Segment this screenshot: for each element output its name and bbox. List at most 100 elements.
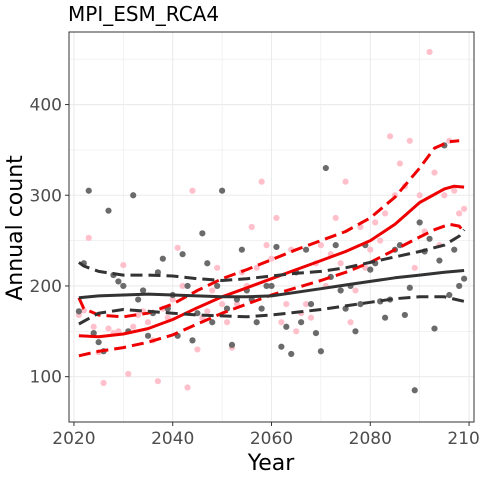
data-point: [258, 305, 265, 312]
data-point: [312, 330, 320, 337]
data-point: [357, 300, 364, 308]
data-point: [100, 379, 107, 387]
data-point: [273, 243, 280, 251]
data-point: [451, 246, 458, 253]
y-axis-label: Annual count: [3, 155, 28, 301]
data-point: [135, 296, 142, 303]
data-point: [283, 323, 290, 330]
data-point: [372, 219, 379, 226]
data-point: [451, 187, 458, 194]
data-point: [302, 246, 310, 253]
x-tick-label: 2040: [151, 429, 194, 449]
data-point: [268, 282, 275, 290]
data-point: [125, 370, 132, 378]
trend-lines: [77, 139, 466, 358]
x-tick-label: 2100: [447, 429, 480, 449]
data-point: [431, 169, 438, 176]
trend-line: [78, 269, 465, 300]
data-point: [406, 284, 413, 291]
x-tick-label: 2080: [349, 429, 392, 449]
data-point: [184, 282, 191, 290]
data-point: [317, 242, 324, 249]
data-point: [263, 282, 270, 290]
data-point: [105, 207, 112, 214]
data-point: [253, 319, 260, 326]
data-point: [209, 287, 216, 294]
data-point: [258, 178, 265, 185]
data-point: [154, 269, 162, 276]
data-point: [352, 287, 359, 294]
data-point: [367, 246, 374, 253]
data-point: [179, 282, 186, 290]
data-point: [416, 219, 423, 226]
data-points: [75, 48, 468, 394]
data-point: [115, 278, 122, 285]
data-point: [278, 343, 285, 350]
data-point: [347, 319, 354, 326]
data-point: [317, 348, 324, 355]
data-point: [278, 319, 285, 326]
data-point: [194, 310, 201, 317]
data-point: [85, 234, 92, 241]
data-point: [396, 242, 404, 249]
data-point: [342, 178, 349, 185]
x-axis: 2020 2040 2060 2080 2100: [52, 422, 480, 449]
data-point: [377, 237, 384, 244]
data-point: [174, 244, 181, 251]
data-point: [75, 308, 82, 315]
data-point: [199, 230, 206, 237]
data-point: [416, 192, 423, 199]
data-point: [401, 311, 408, 319]
y-tick-label: 300: [30, 186, 62, 206]
data-point: [381, 210, 389, 217]
data-point: [85, 187, 92, 194]
data-point: [431, 325, 438, 332]
chart-title: MPI_ESM_RCA4: [68, 2, 219, 26]
trend-line: [78, 228, 466, 282]
data-point: [214, 264, 221, 271]
data-point: [263, 242, 270, 249]
data-point: [154, 378, 162, 385]
data-point: [90, 323, 97, 330]
data-point: [456, 210, 463, 217]
data-point: [396, 160, 404, 167]
y-tick-label: 100: [30, 368, 62, 388]
data-point: [302, 300, 310, 308]
y-tick-label: 200: [30, 277, 62, 297]
data-point: [446, 291, 453, 299]
x-tick-label: 2060: [250, 429, 293, 449]
x-tick-label: 2020: [52, 429, 95, 449]
data-point: [273, 214, 280, 222]
data-point: [189, 187, 196, 194]
trend-line: [78, 222, 466, 358]
data-point: [120, 261, 127, 269]
data-point: [209, 319, 216, 326]
data-point: [426, 48, 433, 56]
data-point: [130, 323, 137, 330]
data-point: [411, 264, 418, 271]
data-point: [381, 314, 389, 321]
data-point: [307, 314, 315, 321]
data-point: [411, 387, 418, 394]
data-point: [332, 242, 339, 249]
data-point: [298, 319, 305, 326]
data-point: [283, 300, 290, 308]
data-point: [120, 282, 127, 290]
data-point: [332, 214, 339, 222]
data-point: [268, 255, 275, 262]
data-point: [228, 341, 236, 349]
data-point: [169, 296, 176, 303]
data-point: [223, 319, 231, 326]
data-point: [135, 311, 142, 319]
data-point: [288, 350, 295, 358]
data-point: [204, 260, 211, 267]
data-point: [204, 308, 211, 315]
data-point: [337, 260, 344, 267]
data-point: [352, 328, 359, 335]
data-point: [426, 235, 433, 242]
data-point: [461, 205, 468, 212]
data-point: [406, 137, 413, 144]
data-point: [441, 192, 448, 199]
data-point: [367, 266, 374, 273]
